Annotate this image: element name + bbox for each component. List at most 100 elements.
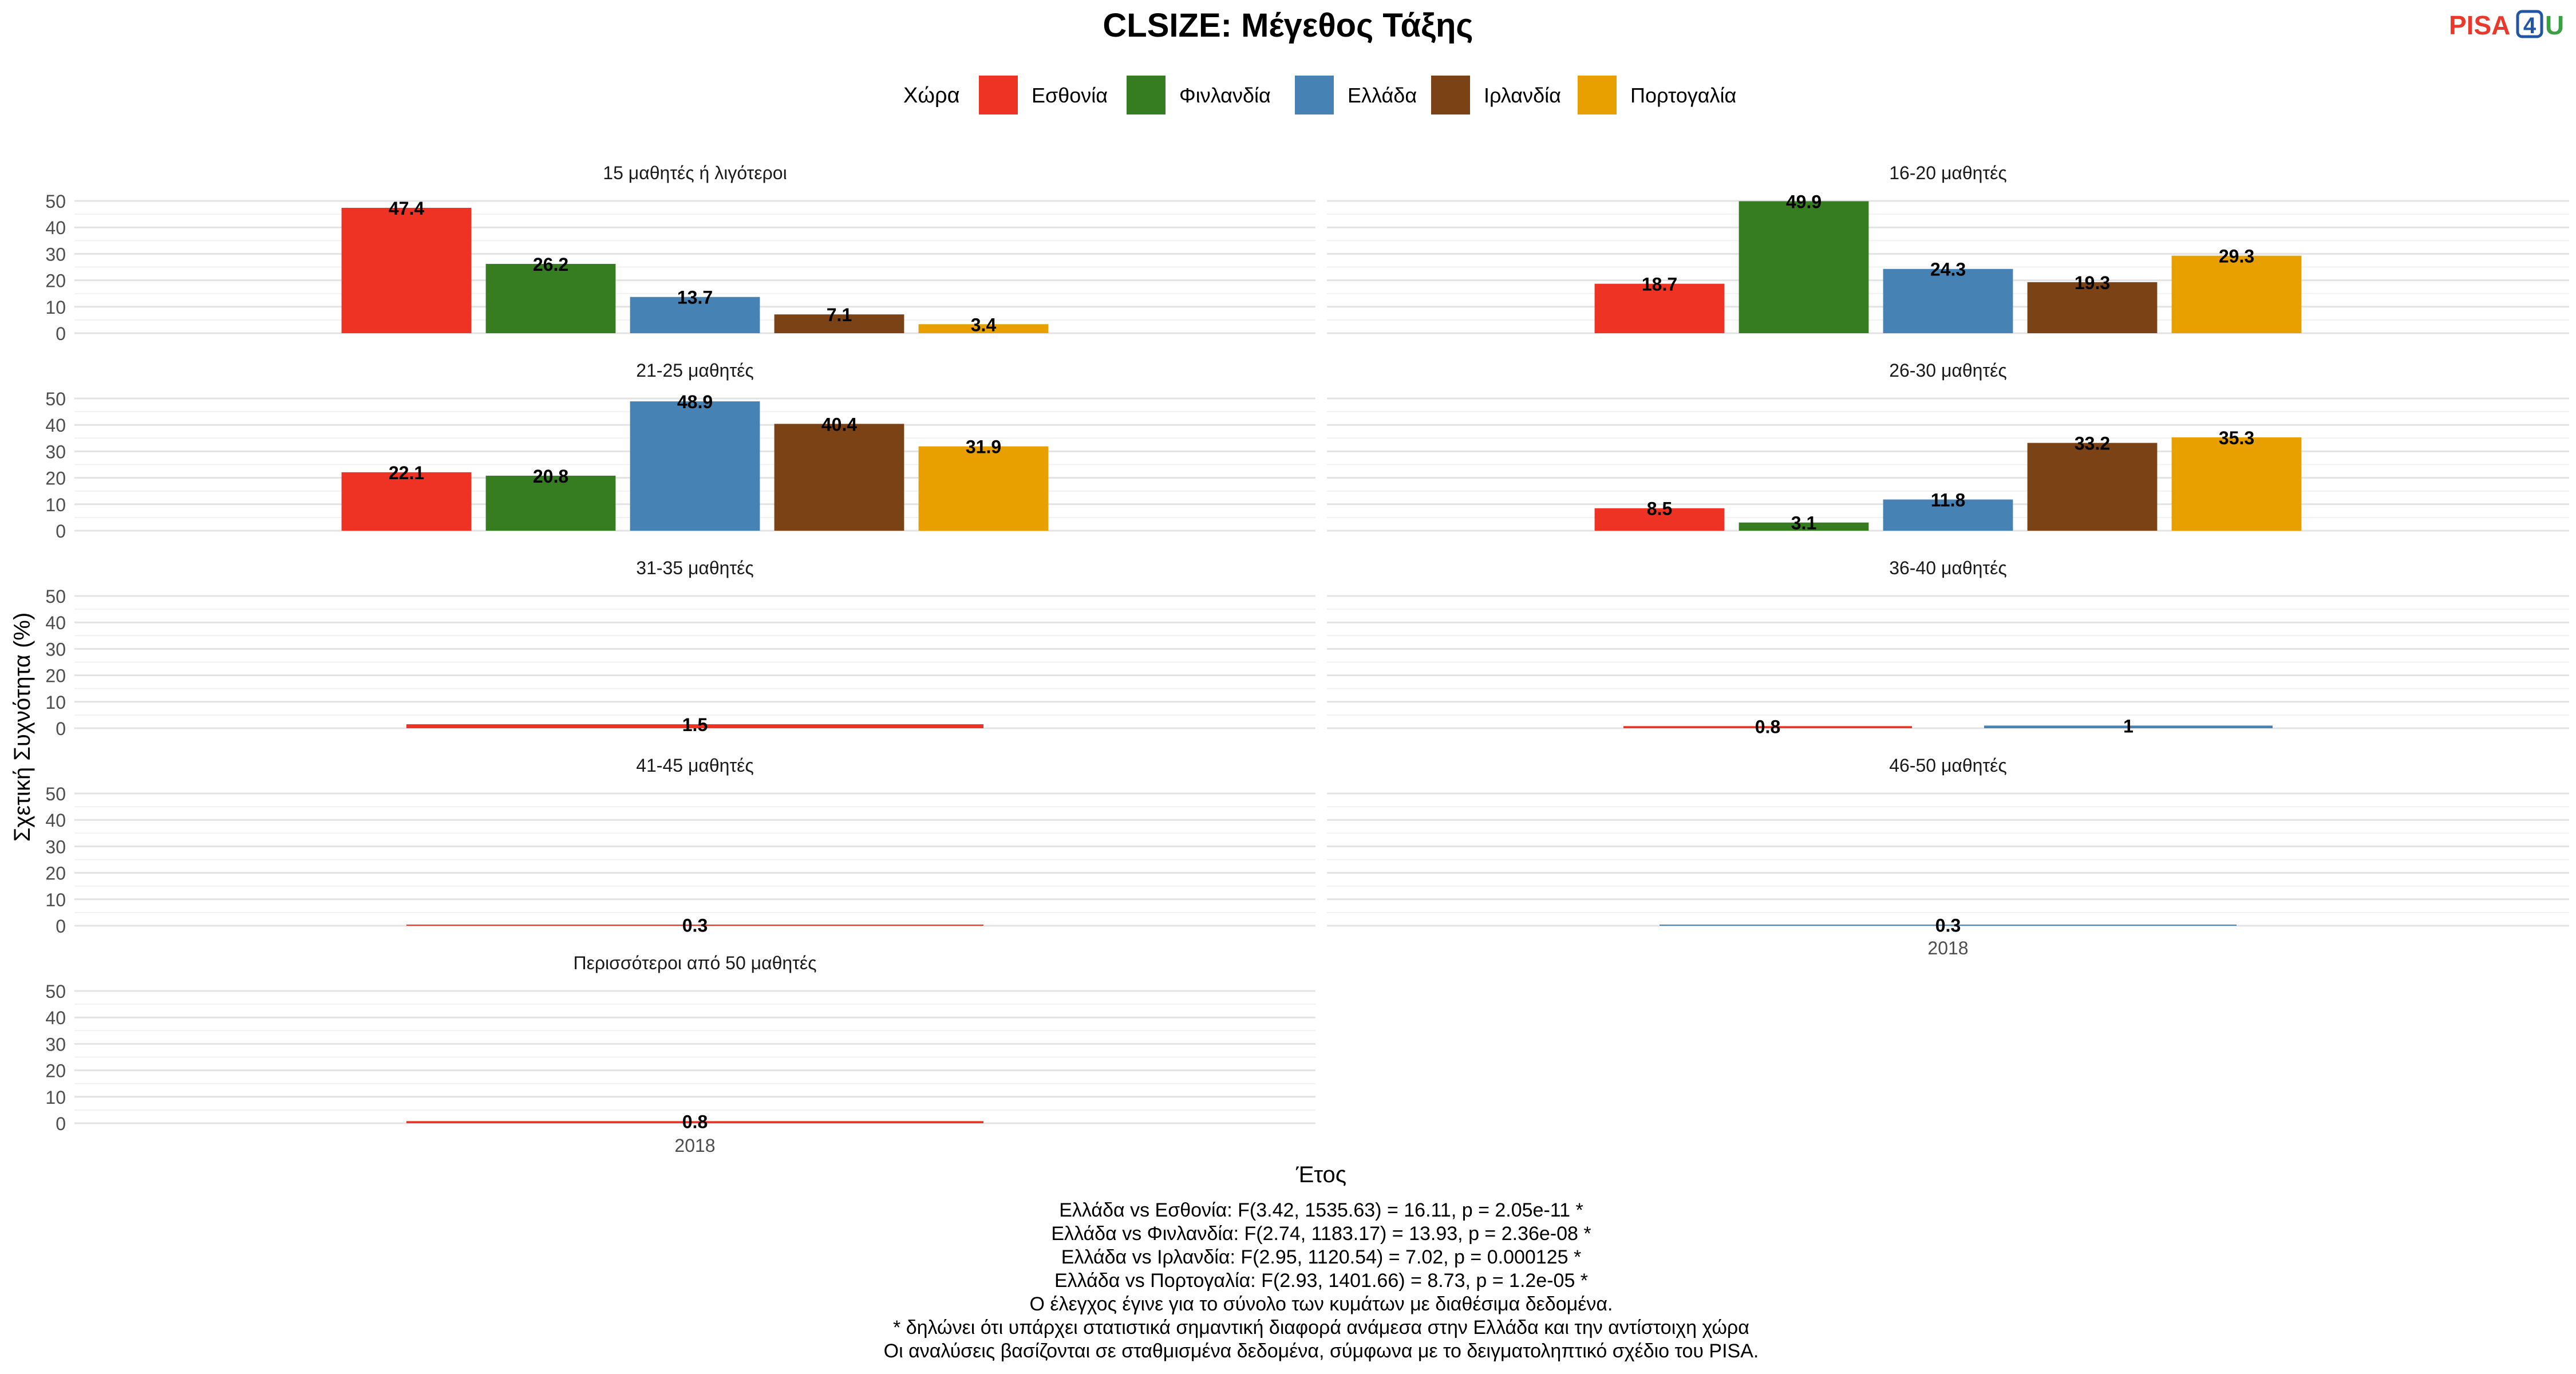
panel-title: 36-40 μαθητές — [1889, 558, 2007, 578]
bar — [1594, 508, 1725, 531]
y-tick-label: 40 — [45, 810, 66, 831]
bar — [630, 297, 760, 333]
x-tick-label: 2018 — [674, 1135, 715, 1156]
y-tick-label: 20 — [45, 863, 66, 884]
bar — [485, 475, 616, 531]
bar — [918, 324, 1049, 333]
data-label: 7.1 — [827, 305, 852, 325]
caption-line: Ο έλεγχος έγινε για το σύνολο των κυμάτω… — [1030, 1293, 1613, 1315]
bar — [2171, 437, 2302, 531]
data-label: 0.8 — [1755, 716, 1780, 737]
y-tick-label: 50 — [45, 784, 66, 804]
legend-label: Εσθονία — [1032, 84, 1108, 107]
caption-line: Οι αναλύσεις βασίζονται σε σταθμισμένα δ… — [884, 1340, 1759, 1362]
y-tick-label: 0 — [56, 323, 66, 344]
data-label: 8.5 — [1647, 499, 1672, 519]
legend-label: Φινλανδία — [1179, 84, 1271, 107]
data-label: 1.5 — [682, 714, 708, 735]
svg-text:PISA: PISA — [2449, 10, 2510, 40]
y-tick-label: 10 — [45, 692, 66, 713]
legend-label: Ιρλανδία — [1484, 84, 1561, 107]
panel-title: Περισσότεροι από 50 μαθητές — [573, 953, 816, 973]
y-tick-label: 50 — [45, 586, 66, 607]
y-tick-label: 50 — [45, 389, 66, 409]
facet-panel: 21-25 μαθητές 0 10 20 30 40 50 22.1 20.8 48.9 40.4… — [45, 360, 1315, 542]
legend-swatch — [1127, 76, 1165, 114]
bar — [341, 208, 472, 333]
data-label: 31.9 — [966, 437, 1001, 457]
facet-panel: 36-40 μαθητές 0.8 1 — [1327, 558, 2569, 737]
legend-title: Χώρα — [903, 84, 960, 108]
data-label: 19.3 — [2075, 273, 2110, 293]
bar — [918, 446, 1049, 531]
bar — [774, 314, 904, 333]
panel-title: 15 μαθητές ή λιγότεροι — [603, 163, 787, 183]
bar — [630, 401, 760, 531]
chart-title: CLSIZE: Μέγεθος Τάξης — [1103, 7, 1473, 44]
data-label: 1 — [2123, 716, 2134, 736]
bar — [1739, 201, 1869, 333]
legend-swatch — [1295, 76, 1334, 114]
logo-text-pisa: PISA — [2449, 10, 2510, 40]
y-tick-label: 0 — [56, 1114, 66, 1134]
bar — [485, 263, 616, 333]
y-tick-label: 10 — [45, 1087, 66, 1108]
panel-title: 41-45 μαθητές — [636, 755, 754, 776]
x-tick-label: 2018 — [1927, 938, 1968, 958]
bar — [1883, 269, 2013, 333]
caption-line: Ελλάδα vs Ιρλανδία: F(2.95, 1120.54) = 7… — [1061, 1246, 1581, 1268]
x-axis-title: Έτος — [1295, 1162, 1346, 1187]
bar — [1984, 725, 2273, 728]
facet-panel: 15 μαθητές ή λιγότεροι 0 10 20 30 40 50 47.4 26.… — [45, 163, 1315, 344]
data-label: 13.7 — [677, 287, 713, 308]
y-tick-label: 40 — [45, 1008, 66, 1028]
bar — [1623, 726, 1912, 728]
data-label: 11.8 — [1931, 489, 1966, 510]
legend-label: Πορτογαλία — [1630, 84, 1736, 107]
legend-swatch — [1431, 76, 1470, 114]
bar — [341, 472, 472, 531]
data-label: 3.4 — [971, 314, 997, 335]
y-tick-label: 40 — [45, 613, 66, 633]
facet-panel: Περισσότεροι από 50 μαθητές 0 10 20 30 40 50 0.… — [45, 953, 1315, 1156]
y-tick-label: 20 — [45, 271, 66, 291]
y-tick-label: 50 — [45, 191, 66, 212]
data-label: 35.3 — [2219, 428, 2254, 448]
bar — [406, 925, 983, 926]
facet-panel: 41-45 μαθητές 0 10 20 30 40 50 0.3 — [45, 755, 1315, 937]
y-tick-label: 10 — [45, 890, 66, 910]
logo-box — [2516, 10, 2543, 38]
data-label: 49.9 — [1786, 191, 1822, 212]
data-label: 40.4 — [821, 414, 857, 435]
y-tick-label: 30 — [45, 1034, 66, 1055]
facet-panel: 16-20 μαθητές 18.7 49.9 24.3 19.3 29.3 — [1327, 163, 2569, 334]
bar — [774, 424, 904, 531]
facet-panel: 26-30 μαθητές 8.5 3.1 11.8 33.2 35.3 — [1327, 360, 2569, 534]
y-tick-label: 40 — [45, 415, 66, 436]
caption-line: Ελλάδα vs Πορτογαλία: F(2.93, 1401.66) =… — [1054, 1270, 1588, 1292]
panel-title: 46-50 μαθητές — [1889, 755, 2007, 776]
bar — [406, 724, 983, 728]
y-tick-label: 30 — [45, 244, 66, 264]
data-label: 48.9 — [677, 392, 713, 412]
bar — [1739, 522, 1869, 531]
data-label: 3.1 — [1791, 513, 1816, 534]
y-tick-label: 10 — [45, 495, 66, 515]
data-label: 18.7 — [1642, 274, 1677, 295]
legend-swatch — [979, 76, 1018, 114]
bar — [1594, 283, 1725, 333]
panel-title: 21-25 μαθητές — [636, 360, 754, 381]
y-tick-label: 20 — [45, 666, 66, 686]
y-tick-label: 0 — [56, 521, 66, 542]
caption-line: Ελλάδα vs Εσθονία: F(3.42, 1535.63) = 16… — [1059, 1199, 1583, 1221]
caption-line: * δηλώνει ότι υπάρχει στατιστικά σημαντι… — [893, 1317, 1749, 1339]
y-tick-label: 30 — [45, 836, 66, 857]
y-axis-title: Σχετική Συχνότητα (%) — [10, 613, 35, 842]
y-tick-label: 40 — [45, 218, 66, 238]
bar — [2171, 255, 2302, 333]
panel-title: 26-30 μαθητές — [1889, 360, 2007, 381]
facet-panel: 31-35 μαθητές 0 10 20 30 40 50 1.5 — [45, 558, 1315, 739]
